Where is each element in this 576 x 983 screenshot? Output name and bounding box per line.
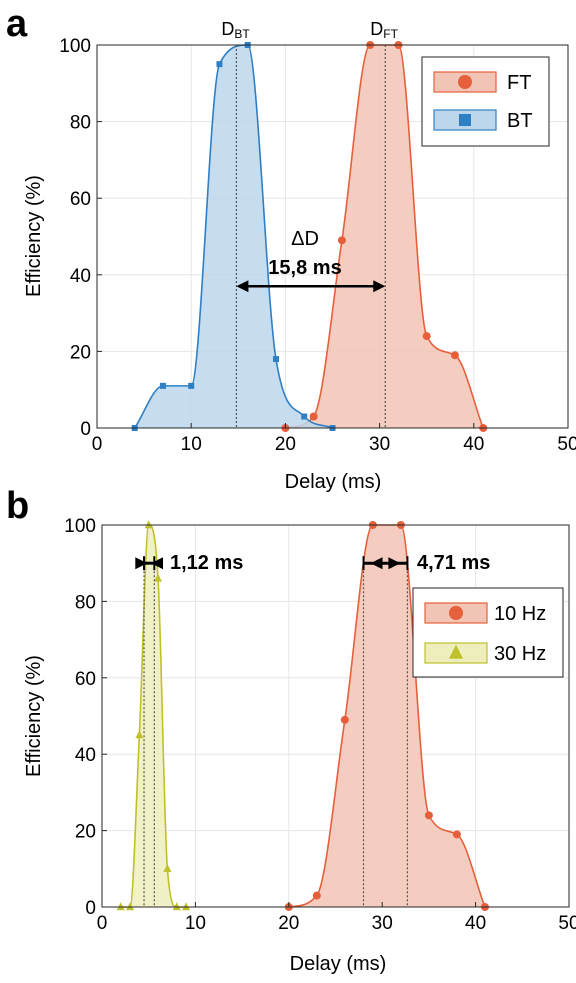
panel-b-xtick-label-0: 0 bbox=[97, 913, 108, 934]
panel-b-width-30hz-head-right bbox=[135, 557, 148, 570]
panel-b-series-1-point-2 bbox=[135, 730, 144, 739]
panel-b-series-1-point-3 bbox=[144, 520, 153, 529]
panel-a-series-1-point-1 bbox=[159, 382, 166, 389]
panel-a-series-1-point-6 bbox=[301, 413, 308, 420]
panel-b-width-10hz-head-left bbox=[370, 557, 383, 570]
panel-a-ytick-label-1: 20 bbox=[70, 342, 91, 363]
panel-a-delta-value: 15,8 ms bbox=[268, 257, 341, 279]
panel-a-series-0-point-1 bbox=[309, 412, 318, 421]
panel-b-legend-label-1: 30 Hz bbox=[494, 643, 546, 665]
panel-b-xtick-label-3: 30 bbox=[372, 913, 393, 934]
panel-a-series-0-area bbox=[285, 45, 484, 428]
panel-a-delta-label: ΔD bbox=[291, 228, 319, 250]
panel-a-ytick-label-2: 40 bbox=[70, 266, 91, 287]
panel-b-series-0-area bbox=[288, 525, 485, 907]
panel-b-ytick-label-4: 80 bbox=[75, 592, 96, 613]
panel-b-series-1-point-1 bbox=[126, 902, 135, 911]
panel-a-series-1-point-3 bbox=[216, 61, 223, 68]
panel-a-legend-box bbox=[421, 56, 550, 147]
panel-a-xtick-label-4: 40 bbox=[463, 434, 484, 455]
panel-b-axes-box bbox=[101, 524, 570, 908]
panel-b-ytick-label-3: 60 bbox=[75, 669, 96, 690]
panel-a-delta-arrow-head-right bbox=[373, 280, 386, 293]
panel-b-ylabel: Efficiency (%) bbox=[23, 655, 45, 777]
panel-b-series-1-point-5 bbox=[163, 864, 172, 872]
panel-a-series-1-area bbox=[134, 45, 333, 428]
panel-a-plot: 0 10 20 30 40 50 0 20 40 60 80 100 DBT DFT FT BT bbox=[59, 19, 576, 455]
panel-b-series-0-point-2 bbox=[340, 715, 349, 724]
panel-a-xtick-label-0: 0 bbox=[92, 434, 103, 455]
panel-b-legend-marker-0 bbox=[449, 606, 463, 620]
panel-a-series-0-point-6 bbox=[450, 351, 459, 360]
panel-b-series-0-point-1 bbox=[312, 891, 321, 900]
panel-a-series-1-point-5 bbox=[272, 356, 279, 363]
panel-a-series-0-point-5 bbox=[422, 332, 431, 341]
panel-a-series-0-point-2 bbox=[337, 236, 346, 245]
panel-a-ytick-label-4: 80 bbox=[70, 113, 91, 134]
panel-b-width-10hz-label: 4,71 ms bbox=[417, 552, 490, 574]
panel-a-axes-box bbox=[96, 44, 569, 429]
panel-a-ytick-label-3: 60 bbox=[70, 189, 91, 210]
panel-a-xtick-label-3: 30 bbox=[369, 434, 390, 455]
panel-a-xtick-label-1: 10 bbox=[181, 434, 202, 455]
panel-a-label: a bbox=[6, 3, 28, 45]
panel-a-delta-arrow-head-left bbox=[236, 280, 249, 293]
panel-b-xtick-label-4: 40 bbox=[465, 913, 486, 934]
panel-b-legend-marker-1 bbox=[449, 644, 463, 659]
panel-a-legend: FT BT bbox=[421, 56, 550, 147]
panel-b-xlabel: Delay (ms) bbox=[290, 953, 387, 975]
panel-b-ytick-label-1: 20 bbox=[75, 822, 96, 843]
panel-a-ylabel: Efficiency (%) bbox=[23, 175, 45, 297]
panel-b-plot: 0 10 20 30 40 50 0 20 40 60 80 100 10 Hz 30 Hz bbox=[64, 516, 576, 934]
panel-a-xtick-label-5: 50 bbox=[557, 434, 576, 455]
panel-a-dft-label: DFT bbox=[370, 19, 398, 41]
panel-a-legend-marker-0 bbox=[458, 75, 472, 89]
panel-a-ytick-label-0: 0 bbox=[80, 419, 91, 440]
panel-a-xlabel: Delay (ms) bbox=[285, 471, 382, 493]
panel-b-xtick-label-5: 50 bbox=[558, 913, 576, 934]
panel-b-xtick-label-2: 20 bbox=[278, 913, 299, 934]
panel-a-legend-label-1: BT bbox=[507, 110, 533, 132]
panel-b-xtick-label-1: 10 bbox=[185, 913, 206, 934]
panel-b-series-1-area bbox=[120, 525, 187, 907]
panel-a-legend-marker-1 bbox=[459, 114, 471, 126]
panel-a-ytick-label-5: 100 bbox=[59, 36, 91, 57]
panel-b-legend: 10 Hz 30 Hz bbox=[412, 587, 564, 678]
panel-a-dbt-label: DBT bbox=[221, 19, 250, 41]
panel-a-series-1-line bbox=[134, 44, 333, 429]
panel-b-ytick-label-5: 100 bbox=[64, 516, 96, 537]
panel-b-ytick-label-2: 40 bbox=[75, 745, 96, 766]
panel-b-width-30hz-head-left bbox=[151, 557, 164, 570]
panel-b-label: b bbox=[6, 485, 29, 527]
panel-b-legend-label-0: 10 Hz bbox=[494, 603, 546, 625]
panel-b-series-1-point-6 bbox=[172, 902, 181, 911]
panel-b-series-1-point-7 bbox=[182, 902, 191, 911]
panel-b-series-0-point-5 bbox=[424, 811, 433, 820]
panel-b-series-0-point-6 bbox=[452, 830, 461, 839]
panel-b-series-1-point-4 bbox=[154, 573, 163, 582]
panel-a-legend-label-0: FT bbox=[507, 72, 531, 94]
panel-b-ytick-label-0: 0 bbox=[85, 898, 96, 919]
panel-b-series-1-point-0 bbox=[116, 902, 125, 911]
panel-b-width-10hz-head-right bbox=[388, 557, 401, 570]
panel-b-width-30hz-label: 1,12 ms bbox=[170, 552, 243, 574]
panel-a-xtick-label-2: 20 bbox=[275, 434, 296, 455]
panel-a-series-1-point-2 bbox=[188, 382, 195, 389]
